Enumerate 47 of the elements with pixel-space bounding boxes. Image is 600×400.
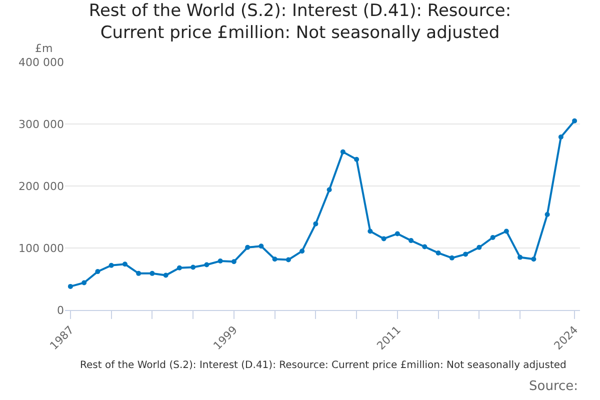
point: [176, 265, 182, 270]
point: [313, 221, 318, 226]
point: [122, 262, 128, 267]
point: [368, 228, 373, 234]
point: [504, 228, 509, 234]
point: [422, 244, 428, 250]
point: [572, 118, 578, 124]
chart-title: Rest of the World (S.2): Interest (D.41): Resource: Current price £million: Not seasonally adjusted: [88, 1, 512, 44]
y-tick-label: 0: [57, 304, 64, 317]
point: [449, 255, 454, 260]
point: [68, 284, 73, 289]
point: [258, 244, 264, 249]
point: [408, 238, 414, 244]
point: [286, 257, 291, 262]
point: [136, 270, 142, 276]
point: [300, 248, 305, 254]
text: Rest of the World (S.2): Interest (D.41): Resource: Current price £million: Not seasonally adjusted: [80, 360, 566, 371]
point: [381, 236, 386, 242]
point: [544, 212, 550, 218]
point: [531, 256, 536, 262]
point: [518, 254, 523, 260]
point: [394, 231, 400, 236]
point: [82, 280, 87, 286]
point: [272, 256, 278, 262]
point: [190, 264, 196, 270]
point: [150, 270, 155, 276]
y-tick-label: 400 000: [18, 56, 64, 69]
point: [326, 187, 332, 192]
point: [340, 149, 346, 154]
point: [354, 156, 360, 162]
point: [558, 134, 564, 140]
y-tick-label: 100 000: [18, 242, 64, 255]
source-note: Source:: [529, 379, 578, 394]
y-axis-title: £m: [35, 42, 53, 55]
point: [245, 244, 250, 250]
y-tick-label: 200 000: [18, 180, 64, 193]
point: [163, 272, 168, 278]
point: [218, 258, 223, 264]
point: [108, 262, 114, 268]
point: [204, 262, 210, 268]
point: [95, 269, 100, 274]
point: [231, 259, 236, 264]
point: [490, 234, 496, 240]
point: [476, 244, 482, 250]
point: [463, 252, 468, 257]
y-tick-label: 300 000: [18, 118, 64, 131]
point: [436, 250, 441, 256]
